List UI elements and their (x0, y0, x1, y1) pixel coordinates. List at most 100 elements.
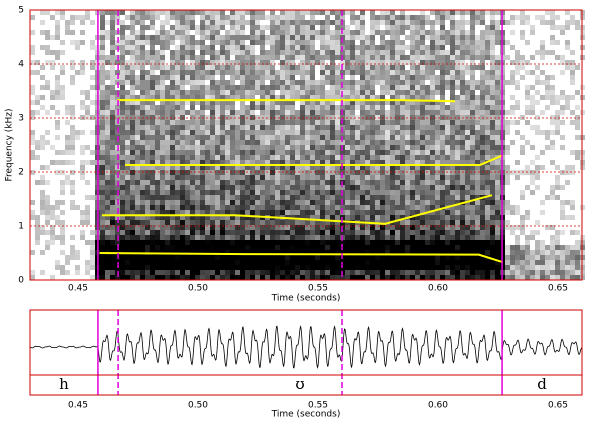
spectrogram-cell (375, 50, 380, 55)
spectrogram-cell (265, 25, 270, 30)
spectrogram-cell (140, 195, 145, 200)
spectrogram-cell (280, 245, 285, 250)
spectrogram-cell (195, 190, 200, 195)
spectrogram-cell (475, 135, 480, 140)
spectrogram-cell (340, 95, 345, 100)
spectrogram-cell (140, 40, 145, 45)
spectrogram-cell (445, 250, 450, 255)
spectrogram-cell (440, 85, 445, 90)
spectrogram-cell (275, 175, 280, 180)
spectrogram-cell (100, 230, 105, 235)
spectrogram-cell (540, 20, 545, 25)
spectrogram-cell (280, 50, 285, 55)
spectrogram-cell (450, 125, 455, 130)
spectrogram-cell (210, 95, 215, 100)
spectrogram-cell (260, 225, 265, 230)
spectrogram-cell (270, 270, 275, 275)
spectrogram-cell (325, 200, 330, 205)
spectrogram-cell (175, 240, 180, 245)
spectrogram-cell (405, 145, 410, 150)
spectrogram-cell (155, 200, 160, 205)
spectrogram-cell (490, 190, 495, 195)
spectrogram-cell (295, 275, 300, 280)
spectrogram-cell (370, 55, 375, 60)
spectrogram-cell (130, 10, 135, 15)
spectrogram-cell (205, 25, 210, 30)
spectrogram-cell (350, 185, 355, 190)
spectrogram-cell (295, 195, 300, 200)
spectrogram-cell (265, 40, 270, 45)
spectrogram-cell (425, 15, 430, 20)
spectrogram-cell (350, 110, 355, 115)
spectrogram-cell (365, 235, 370, 240)
spectrogram-cell (190, 170, 195, 175)
spectrogram-cell (420, 195, 425, 200)
spectrogram-cell (390, 225, 395, 230)
spectrogram-cell (185, 220, 190, 225)
spectrogram-cell (170, 255, 175, 260)
spectrogram-cell (200, 245, 205, 250)
spectrogram-cell (320, 265, 325, 270)
spectrogram-cell (270, 235, 275, 240)
spectrogram-cell (330, 225, 335, 230)
spectrogram-cell (310, 80, 315, 85)
spectrogram-cell (415, 115, 420, 120)
spectrogram-cell (535, 80, 540, 85)
spectrogram-cell (405, 205, 410, 210)
spectrogram-cell (30, 130, 35, 135)
spectrogram-cell (450, 95, 455, 100)
spectrogram-cell (300, 250, 305, 255)
spectrogram-cell (430, 100, 435, 105)
spectrogram-cell (365, 90, 370, 95)
spectrogram-cell (230, 180, 235, 185)
spectrogram-cell (170, 40, 175, 45)
spectrogram-cell (265, 75, 270, 80)
spectrogram-cell (540, 265, 545, 270)
spectrogram-cell (530, 55, 535, 60)
spectrogram-cell (410, 25, 415, 30)
spectrogram-cell (510, 265, 515, 270)
spectrogram-cell (470, 260, 475, 265)
spectrogram-cell (300, 275, 305, 280)
spectrogram-cell (375, 165, 380, 170)
spectrogram-cell (135, 35, 140, 40)
spectrogram-cell (465, 90, 470, 95)
spectrogram-cell (510, 45, 515, 50)
spectrogram-cell (525, 120, 530, 125)
spectrogram-cell (380, 20, 385, 25)
spectrogram-cell (515, 120, 520, 125)
spectrogram-cell (195, 90, 200, 95)
spectrogram-cell (210, 120, 215, 125)
spectrogram-cell (110, 20, 115, 25)
spectrogram-cell (185, 225, 190, 230)
spectrogram-cell (70, 105, 75, 110)
spectrogram-cell (195, 10, 200, 15)
spectrogram-cell (485, 135, 490, 140)
spectrogram-cell (245, 130, 250, 135)
spectrogram-cell (285, 185, 290, 190)
spectrogram-cell (290, 90, 295, 95)
spectrogram-cell (350, 255, 355, 260)
spectrogram-cell (170, 170, 175, 175)
spectrogram-cell (135, 270, 140, 275)
spectrogram-cell (345, 35, 350, 40)
spectrogram-cell (205, 255, 210, 260)
spectrogram-cell (80, 15, 85, 20)
spectrogram-cell (130, 60, 135, 65)
spectrogram-cell (395, 220, 400, 225)
spectrogram-cell (470, 235, 475, 240)
spectrogram-cell (185, 110, 190, 115)
spectrogram-cell (225, 95, 230, 100)
spectrogram-cell (485, 245, 490, 250)
spectrogram-cell (465, 85, 470, 90)
spectrogram-cell (290, 235, 295, 240)
spectrogram-cell (290, 115, 295, 120)
spectrogram-cell (330, 30, 335, 35)
formant-track (102, 194, 493, 225)
spectrogram-cell (230, 240, 235, 245)
spectrogram-cell (120, 210, 125, 215)
spectrogram-cell (225, 165, 230, 170)
spectrogram-cell (290, 150, 295, 155)
spectrogram-cell (235, 110, 240, 115)
spectrogram-cell (200, 15, 205, 20)
